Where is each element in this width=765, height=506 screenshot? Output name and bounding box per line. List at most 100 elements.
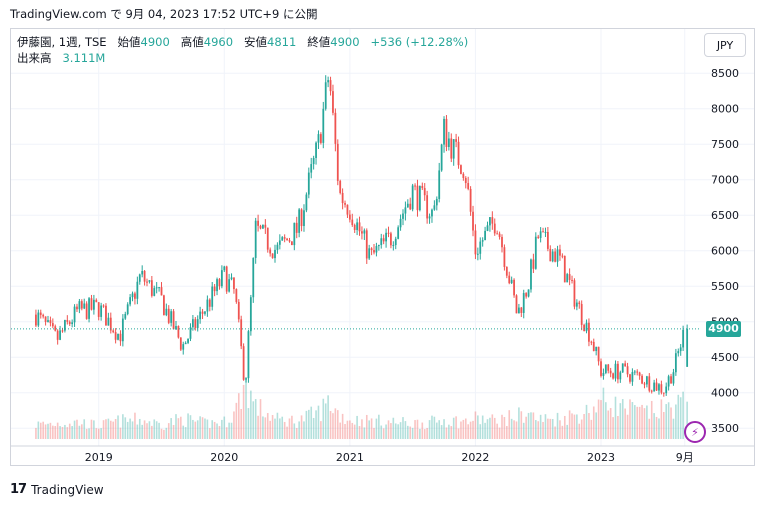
volume-bar	[646, 405, 648, 439]
volume-bar	[109, 420, 112, 439]
candle-body	[102, 305, 105, 307]
volume-bar	[259, 399, 262, 439]
y-tick-label: 6000	[711, 245, 739, 258]
currency-button[interactable]: JPY	[704, 33, 746, 57]
candle-body	[47, 320, 49, 322]
volume-bar	[264, 417, 267, 439]
volume-bar	[573, 414, 576, 439]
volume-bar	[667, 402, 670, 439]
candle-body	[216, 279, 218, 292]
candle-body	[189, 327, 192, 339]
candle-body	[182, 344, 185, 350]
volume-bar	[653, 413, 655, 439]
volume-bar	[189, 415, 192, 439]
volume-bar	[491, 414, 494, 439]
volume-bar	[535, 420, 537, 439]
candle-body	[324, 82, 327, 109]
candle-body	[525, 293, 528, 297]
candle-body	[298, 209, 301, 233]
volume-bar	[332, 413, 334, 439]
symbol-label[interactable]: 伊藤園, 1週, TSE	[17, 35, 107, 49]
candle-body	[612, 373, 614, 379]
volume-label: 出来高	[17, 51, 52, 65]
candle-body	[237, 301, 240, 320]
volume-bar	[428, 420, 431, 439]
candle-body	[356, 222, 359, 230]
y-tick-label: 3500	[711, 422, 739, 435]
chart-pane[interactable]: 3500400045005000550060006500700075008000…	[10, 28, 755, 466]
volume-bar	[660, 399, 663, 439]
volume-bar	[621, 399, 624, 439]
grid	[11, 29, 754, 446]
candle-body	[220, 270, 223, 287]
candle-body	[170, 311, 173, 323]
candle-body	[44, 316, 47, 322]
candle-body	[501, 236, 503, 248]
candle-body	[293, 222, 296, 246]
volume-bar	[37, 421, 40, 439]
volume-bar	[392, 417, 395, 439]
candle-body	[245, 378, 247, 380]
volume-bar	[358, 426, 361, 439]
price-axis: 3500400045005000550060006500700075008000…	[711, 67, 739, 435]
candle-body	[496, 233, 499, 235]
candle-body	[95, 299, 98, 303]
volume-bar	[431, 415, 433, 439]
candle-body	[141, 270, 144, 275]
candle-body	[191, 319, 194, 328]
y-tick-label: 7500	[711, 138, 739, 151]
volume-bar	[228, 422, 230, 439]
candle-body	[397, 227, 400, 239]
tradingview-logo-icon[interactable]: 17	[10, 482, 27, 497]
volume-bar	[252, 401, 255, 439]
volume-bar	[486, 419, 489, 439]
volume-bar	[206, 419, 209, 439]
candle-body	[336, 143, 339, 181]
candle-body	[672, 372, 675, 384]
volume-bar	[597, 399, 600, 439]
volume-bar	[402, 417, 404, 439]
candle-body	[508, 275, 511, 284]
candle-body	[341, 192, 344, 204]
candle-body	[479, 241, 482, 254]
candle-body	[112, 330, 115, 333]
candle-body	[537, 236, 540, 238]
price-chart[interactable]: 3500400045005000550060006500700075008000…	[11, 29, 755, 466]
volume-bar	[617, 415, 619, 439]
volume-bar	[257, 415, 259, 439]
volume-bar	[363, 427, 366, 439]
candle-body	[667, 376, 670, 387]
candle-body	[310, 164, 313, 173]
volume-bar	[452, 417, 455, 439]
candle-body	[489, 217, 491, 226]
volume-bar	[134, 412, 136, 439]
volume-bar	[250, 390, 252, 439]
open-value: 4900	[140, 35, 170, 49]
ohlc-legend: 伊藤園, 1週, TSE 始値4900 高値4960 安値4811 終値4900…	[17, 34, 468, 66]
volume-bar	[158, 422, 160, 439]
volume-bar	[556, 412, 559, 439]
candle-body	[291, 241, 293, 246]
volume-bar	[266, 413, 269, 439]
volume-bar	[370, 418, 373, 439]
candle-body	[505, 266, 508, 276]
candle-body	[329, 80, 332, 92]
lightning-icon[interactable]: ⚡	[684, 421, 706, 443]
volume-bar	[39, 422, 42, 439]
volume-bar	[472, 420, 474, 439]
brand-name[interactable]: TradingView	[31, 482, 104, 497]
candle-body	[392, 245, 395, 247]
volume-bar	[518, 407, 520, 439]
volume-bar	[571, 413, 573, 439]
volume-bar	[119, 427, 122, 439]
candle-body	[109, 317, 112, 331]
last-price-badge: 4900	[706, 320, 741, 337]
volume-bar	[532, 412, 535, 439]
volume-bar	[665, 404, 668, 439]
candle-body	[602, 372, 605, 376]
candle-body	[303, 210, 305, 227]
volume-bar	[279, 418, 281, 439]
volume-bar	[223, 416, 226, 439]
volume-bar	[298, 421, 300, 439]
volume-bar	[76, 419, 78, 439]
